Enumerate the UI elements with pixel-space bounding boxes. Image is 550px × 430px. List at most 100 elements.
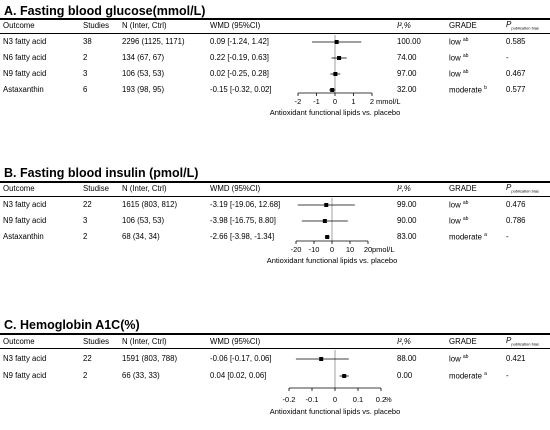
cell-i2: 97.00 xyxy=(397,69,417,78)
cell-n: 68 (34, 34) xyxy=(122,232,160,241)
cell-studies: 38 xyxy=(83,37,92,46)
header-wmd: WMD (95%CI) xyxy=(210,337,261,346)
cell-outcome: Astaxanthin xyxy=(3,85,44,94)
header-n: N (Inter, Ctrl) xyxy=(122,337,167,346)
cell-outcome: N6 fatty acid xyxy=(3,53,47,62)
x-tick-label: 0.2 xyxy=(376,395,386,404)
x-axis-label: Antioxidant functional lipids vs. placeb… xyxy=(270,407,401,416)
header-grade: GRADE xyxy=(449,184,477,193)
grade-text: low xyxy=(449,53,461,63)
cell-p: 0.421 xyxy=(506,354,526,363)
cell-grade: low ab xyxy=(449,216,468,226)
cell-n: 2296 (1125, 1171) xyxy=(122,37,185,46)
cell-n: 106 (53, 53) xyxy=(122,69,165,78)
grade-superscript: ab xyxy=(462,216,469,222)
cell-wmd: 0.02 [-0.25, 0.28] xyxy=(210,69,269,78)
header-p-publication-bias: Ppublication bias xyxy=(506,336,539,347)
grade-text: moderate xyxy=(449,85,482,95)
cell-i2: 32.00 xyxy=(397,85,417,94)
cell-outcome: N9 fatty acid xyxy=(3,371,47,380)
cell-p: - xyxy=(506,232,509,241)
grade-text: moderate xyxy=(449,371,482,381)
table-top-rule xyxy=(0,18,550,20)
cell-p: 0.786 xyxy=(506,216,526,225)
cell-i2: 100.00 xyxy=(397,37,421,46)
cell-studies: 22 xyxy=(83,354,92,363)
point-estimate-marker xyxy=(337,56,342,60)
point-estimate-marker xyxy=(330,88,335,92)
x-tick-label: 0 xyxy=(330,245,334,254)
panel-title: B. Fasting blood insulin (pmol/L) xyxy=(4,166,199,180)
cell-wmd: 0.04 [0.02, 0.06] xyxy=(210,371,267,380)
header-p-publication-bias: Ppublication bias xyxy=(506,20,539,31)
point-estimate-marker xyxy=(324,203,329,207)
cell-i2: 74.00 xyxy=(397,53,417,62)
header-p-main: P xyxy=(506,20,512,29)
cell-wmd: -3.98 [-16.75, 8.80] xyxy=(210,216,276,225)
grade-text: low xyxy=(449,354,461,364)
header-wmd: WMD (95%CI) xyxy=(210,21,261,30)
cell-wmd: -2.66 [-3.98, -1.34] xyxy=(210,232,275,241)
grade-superscript: ab xyxy=(462,200,469,206)
cell-studies: 22 xyxy=(83,200,92,209)
cell-grade: low ab xyxy=(449,37,468,47)
header-i2: I²,% xyxy=(397,21,411,30)
cell-p: 0.585 xyxy=(506,37,526,46)
cell-grade: low ab xyxy=(449,69,468,79)
cell-p: - xyxy=(506,53,509,62)
point-estimate-marker xyxy=(325,235,330,239)
cell-i2: 88.00 xyxy=(397,354,417,363)
grade-superscript: ab xyxy=(462,69,469,75)
grade-superscript: ab xyxy=(462,53,469,59)
cell-p: - xyxy=(506,371,509,380)
table-header-rule xyxy=(0,33,550,34)
header-p-publication-bias: Ppublication bias xyxy=(506,183,539,194)
cell-studies: 2 xyxy=(83,53,88,62)
cell-grade: moderate b xyxy=(449,85,487,95)
cell-n: 106 (53, 53) xyxy=(122,216,165,225)
cell-i2: 90.00 xyxy=(397,216,417,225)
header-i2: I²,% xyxy=(397,184,411,193)
grade-text: moderate xyxy=(449,232,482,242)
cell-outcome: N3 fatty acid xyxy=(3,354,47,363)
panel-title: A. Fasting blood glucose(mmol/L) xyxy=(4,4,206,18)
cell-outcome: N3 fatty acid xyxy=(3,37,47,46)
x-tick-label: 0.1 xyxy=(353,395,363,404)
cell-n: 1591 (803, 788) xyxy=(122,354,178,363)
table-top-rule xyxy=(0,333,550,335)
x-tick-label: 0 xyxy=(333,395,337,404)
header-p-main: P xyxy=(506,336,512,345)
panel-title: C. Hemoglobin A1C(%) xyxy=(4,318,140,332)
x-tick-label: 2 xyxy=(370,97,374,106)
x-tick-label: 10 xyxy=(346,245,354,254)
cell-i2: 83.00 xyxy=(397,232,417,241)
cell-wmd: -3.19 [-19.06, 12.68] xyxy=(210,200,281,209)
point-estimate-marker xyxy=(334,40,339,44)
x-axis-unit: pmol/L xyxy=(372,245,395,254)
cell-i2: 99.00 xyxy=(397,200,417,209)
x-tick-label: 1 xyxy=(351,97,355,106)
header-p-sub: publication bias xyxy=(511,188,539,194)
header-studies: Studies xyxy=(83,21,110,30)
header-grade: GRADE xyxy=(449,21,477,30)
cell-outcome: Astaxanthin xyxy=(3,232,44,241)
cell-studies: 3 xyxy=(83,216,88,225)
cell-outcome: N9 fatty acid xyxy=(3,216,47,225)
cell-studies: 2 xyxy=(83,232,88,241)
table-header-rule xyxy=(0,348,550,349)
cell-outcome: N3 fatty acid xyxy=(3,200,47,209)
x-tick-label: 20 xyxy=(364,245,372,254)
x-axis-unit: % xyxy=(385,395,392,404)
point-estimate-marker xyxy=(322,219,327,223)
cell-grade: moderate a xyxy=(449,232,487,242)
header-p-sub: publication bias xyxy=(511,25,539,31)
grade-text: low xyxy=(449,37,461,47)
cell-n: 134 (67, 67) xyxy=(122,53,165,62)
cell-n: 66 (33, 33) xyxy=(122,371,160,380)
cell-p: 0.577 xyxy=(506,85,526,94)
header-studies: Studies xyxy=(83,337,110,346)
header-p-sub: publication bias xyxy=(511,341,539,347)
cell-grade: low ab xyxy=(449,354,468,364)
cell-wmd: 0.22 [-0.19, 0.63] xyxy=(210,53,269,62)
